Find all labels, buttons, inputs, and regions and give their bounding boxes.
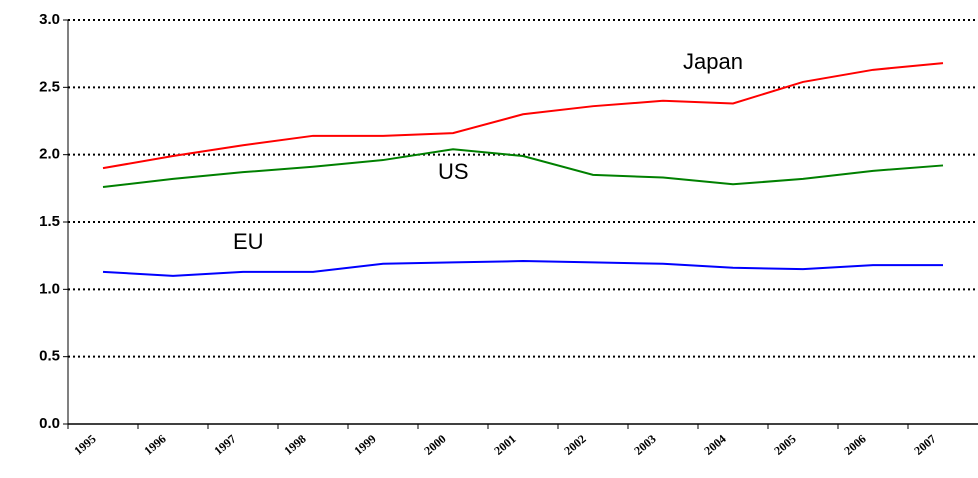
y-tick-label: 0.5 — [39, 348, 60, 365]
y-tick-label: 1.0 — [39, 280, 60, 297]
y-tick-label: 2.5 — [39, 78, 60, 95]
y-tick-label: 0.0 — [39, 415, 60, 432]
y-tick-label: 3.0 — [39, 11, 60, 28]
x-tick-label: 1996 — [141, 432, 168, 458]
series-label: US — [438, 159, 469, 184]
x-tick-label: 2006 — [841, 432, 868, 458]
x-tick-label: 1997 — [211, 432, 238, 458]
x-tick-label: 1999 — [351, 432, 378, 458]
x-tick-label: 2005 — [771, 432, 798, 458]
x-tick-label: 1998 — [281, 432, 308, 458]
series-line — [102, 62, 944, 170]
y-tick-label: 2.0 — [39, 146, 60, 163]
series-label: Japan — [683, 49, 743, 74]
x-tick-label: 2003 — [631, 432, 658, 458]
x-tick-label: 2002 — [561, 432, 588, 458]
x-tick-label: 2000 — [421, 432, 448, 458]
series-label: EU — [233, 229, 264, 254]
y-tick-label: 1.5 — [39, 213, 60, 230]
series-line — [102, 260, 943, 277]
series-line — [102, 148, 944, 188]
x-tick-label: 2007 — [911, 432, 938, 458]
x-tick-label: 1995 — [71, 432, 98, 458]
x-tick-label: 2004 — [701, 432, 728, 458]
x-tick-label: 2001 — [491, 432, 518, 458]
